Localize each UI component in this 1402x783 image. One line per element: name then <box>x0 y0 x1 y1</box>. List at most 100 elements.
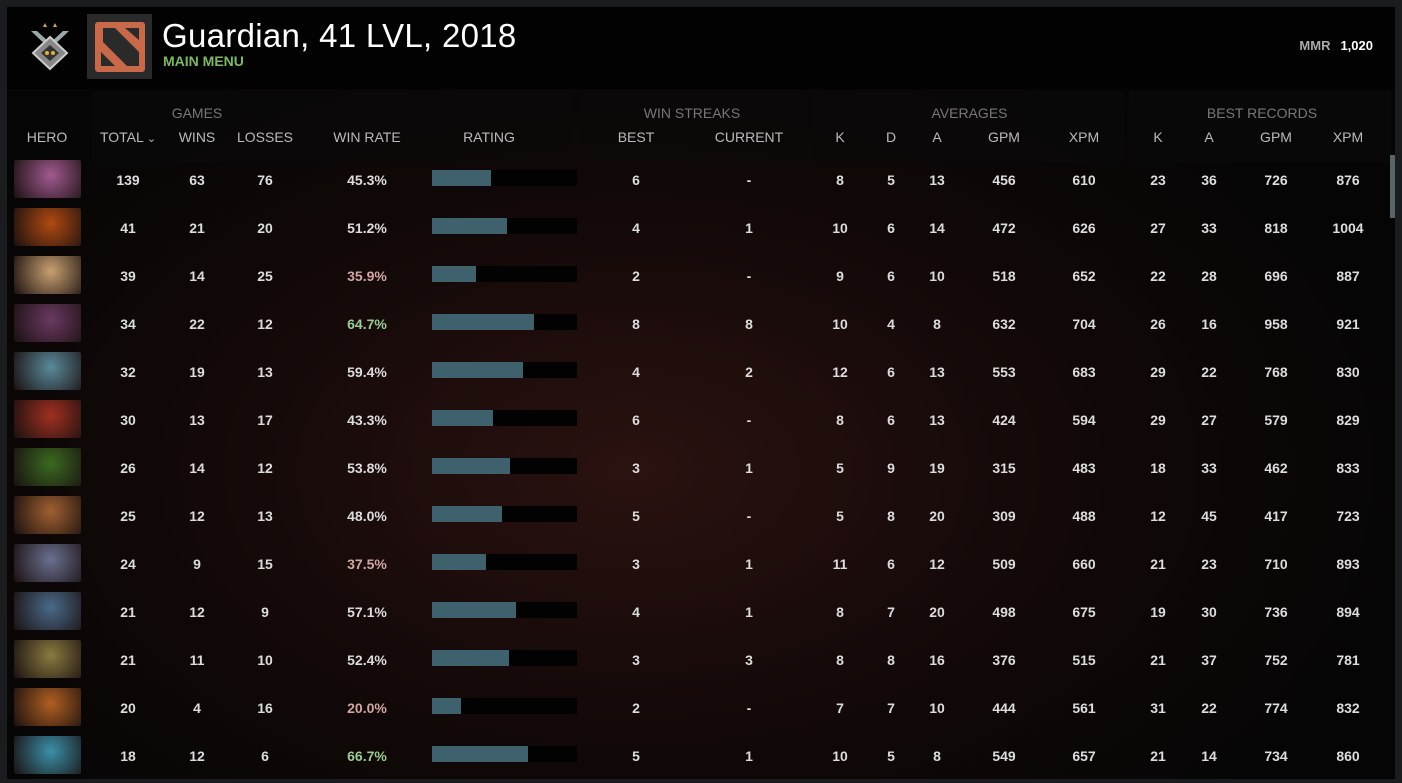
column-label: WINS <box>178 129 216 145</box>
cell-ba: 45 <box>1201 508 1217 524</box>
cell-total: 30 <box>120 412 136 428</box>
column-header-k[interactable]: K <box>835 129 844 145</box>
rating-bar-fill <box>432 266 476 282</box>
cell-bxpm: 876 <box>1336 172 1360 188</box>
column-header-best[interactable]: BEST <box>618 129 655 145</box>
mmr-display: MMR 1,020 <box>1299 38 1373 53</box>
cell-winrate: 35.9% <box>347 268 387 284</box>
streaks-header-panel <box>579 91 807 163</box>
table-row[interactable]: 21 12 9 57.1% 4 1 8 7 20 498 675 19 30 736 894 <box>7 592 1387 632</box>
column-label: WIN RATE <box>333 129 401 145</box>
table-row[interactable]: 139 63 76 45.3% 6 - 8 5 13 456 610 23 36 726 876 <box>7 160 1387 200</box>
hero-portrait[interactable] <box>14 592 81 630</box>
column-header-losses[interactable]: LOSSES <box>237 129 293 145</box>
column-header-a[interactable]: A <box>1204 129 1213 145</box>
cell-a: 20 <box>929 508 945 524</box>
cell-total: 26 <box>120 460 136 476</box>
column-header-d[interactable]: D <box>886 129 896 145</box>
column-header-xpm[interactable]: XPM <box>1333 129 1363 145</box>
cell-bk: 18 <box>1150 460 1166 476</box>
table-row[interactable]: 30 13 17 43.3% 6 - 8 6 13 424 594 29 27 579 829 <box>7 400 1387 440</box>
cell-xpm: 488 <box>1072 508 1096 524</box>
cell-best: 3 <box>632 556 640 572</box>
rating-bar <box>432 170 577 186</box>
cell-current: - <box>746 172 752 188</box>
hero-portrait[interactable] <box>14 304 81 342</box>
rating-bar-fill <box>432 506 502 522</box>
hero-stats-window: Guardian, 41 LVL, 2018 MAIN MENU MMR 1,02… <box>7 7 1395 779</box>
table-row[interactable]: 21 11 10 52.4% 3 3 8 8 16 376 515 21 37 752 781 <box>7 640 1387 680</box>
cell-total: 20 <box>120 700 136 716</box>
hero-portrait[interactable] <box>14 688 81 726</box>
cell-k: 8 <box>836 652 844 668</box>
cell-gpm: 444 <box>992 700 1016 716</box>
rating-bar-fill <box>432 458 511 474</box>
mmr-value: 1,020 <box>1340 38 1373 53</box>
cell-a: 16 <box>929 652 945 668</box>
cell-bgpm: 734 <box>1264 748 1288 764</box>
cell-ba: 14 <box>1201 748 1217 764</box>
column-header-gpm[interactable]: GPM <box>1260 129 1292 145</box>
column-header-hero[interactable]: HERO <box>27 129 67 145</box>
table-row[interactable]: 26 14 12 53.8% 3 1 5 9 19 315 483 18 33 462 833 <box>7 448 1387 488</box>
cell-bgpm: 818 <box>1264 220 1288 236</box>
table-row[interactable]: 39 14 25 35.9% 2 - 9 6 10 518 652 22 28 696 887 <box>7 256 1387 296</box>
cell-bk: 27 <box>1150 220 1166 236</box>
column-header-a[interactable]: A <box>932 129 941 145</box>
cell-losses: 17 <box>257 412 273 428</box>
scrollbar[interactable] <box>1390 155 1395 218</box>
cell-losses: 16 <box>257 700 273 716</box>
column-label: BEST <box>617 129 655 145</box>
column-header-total[interactable]: TOTAL ⌄ <box>100 129 156 145</box>
cell-losses: 6 <box>261 748 269 764</box>
hero-portrait[interactable] <box>14 448 81 486</box>
cell-winrate: 57.1% <box>347 604 387 620</box>
table-row[interactable]: 25 12 13 48.0% 5 - 5 8 20 309 488 12 45 417 723 <box>7 496 1387 536</box>
table-row[interactable]: 41 21 20 51.2% 4 1 10 6 14 472 626 27 33 818 1004 <box>7 208 1387 248</box>
cell-wins: 21 <box>189 220 205 236</box>
cell-bk: 26 <box>1150 316 1166 332</box>
hero-portrait[interactable] <box>14 160 81 198</box>
cell-xpm: 561 <box>1072 700 1096 716</box>
cell-k: 9 <box>836 268 844 284</box>
hero-portrait[interactable] <box>14 208 81 246</box>
table-row[interactable]: 24 9 15 37.5% 3 1 11 6 12 509 660 21 23 710 893 <box>7 544 1387 584</box>
hero-portrait[interactable] <box>14 400 81 438</box>
hero-portrait[interactable] <box>14 256 81 294</box>
cell-current: 8 <box>745 316 753 332</box>
cell-bgpm: 736 <box>1264 604 1288 620</box>
cell-bxpm: 887 <box>1336 268 1360 284</box>
cell-k: 10 <box>832 316 848 332</box>
column-header-rating[interactable]: RATING <box>463 129 515 145</box>
hero-portrait[interactable] <box>14 496 81 534</box>
cell-best: 2 <box>632 268 640 284</box>
cell-bxpm: 781 <box>1336 652 1360 668</box>
hero-portrait[interactable] <box>14 640 81 678</box>
cell-bxpm: 921 <box>1336 316 1360 332</box>
column-header-current[interactable]: CURRENT <box>715 129 783 145</box>
column-label: K <box>1153 129 1163 145</box>
column-header-win-rate[interactable]: WIN RATE <box>333 129 400 145</box>
cell-wins: 19 <box>189 364 205 380</box>
cell-current: - <box>746 508 752 524</box>
table-row[interactable]: 20 4 16 20.0% 2 - 7 7 10 444 561 31 22 774 832 <box>7 688 1387 728</box>
cell-k: 5 <box>836 508 844 524</box>
cell-k: 11 <box>832 556 848 572</box>
table-row[interactable]: 18 12 6 66.7% 5 1 10 5 8 549 657 21 14 734 860 <box>7 736 1387 776</box>
hero-portrait[interactable] <box>14 544 81 582</box>
table-row[interactable]: 32 19 13 59.4% 4 2 12 6 13 553 683 29 22 768 830 <box>7 352 1387 392</box>
group-games: GAMES <box>171 105 223 121</box>
main-menu-link[interactable]: MAIN MENU <box>163 53 244 69</box>
table-row[interactable]: 34 22 12 64.7% 8 8 10 4 8 632 704 26 16 958 921 <box>7 304 1387 344</box>
best-header-panel <box>1129 91 1391 163</box>
hero-portrait[interactable] <box>14 352 81 390</box>
rating-bar <box>432 266 577 282</box>
cell-ba: 28 <box>1201 268 1217 284</box>
cell-gpm: 472 <box>992 220 1016 236</box>
hero-portrait[interactable] <box>14 736 81 774</box>
cell-total: 25 <box>120 508 136 524</box>
column-header-xpm[interactable]: XPM <box>1069 129 1099 145</box>
column-header-k[interactable]: K <box>1153 129 1162 145</box>
column-header-wins[interactable]: WINS <box>179 129 216 145</box>
column-header-gpm[interactable]: GPM <box>988 129 1020 145</box>
